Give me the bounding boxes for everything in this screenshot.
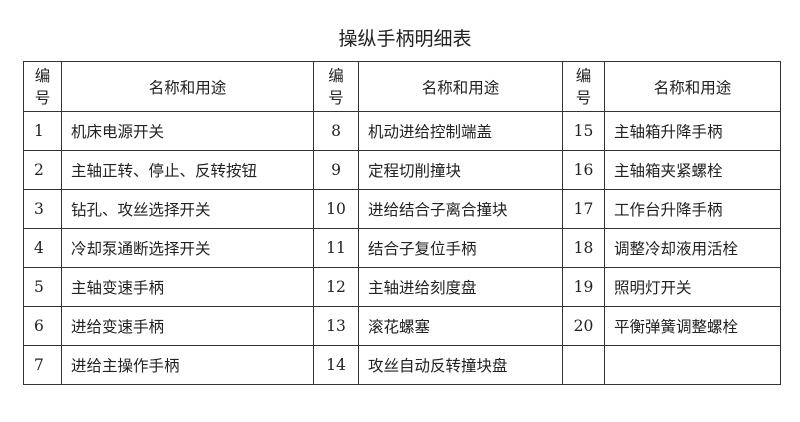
item-number: 5: [23, 267, 62, 307]
item-name: 机动进给控制端盖: [358, 111, 563, 151]
item-name: 结合子复位手柄: [358, 228, 563, 268]
page-title: 操纵手柄明细表: [338, 28, 472, 50]
item-name: 进给变速手柄: [61, 306, 314, 346]
table-header-row: 编号 名称和用途 编号 名称和用途 编号 名称和用途: [23, 61, 781, 112]
item-number: 17: [562, 189, 605, 229]
table-row: 7 进给主操作手柄 14 攻丝自动反转撞块盘: [23, 345, 781, 385]
item-number: 13: [313, 306, 359, 346]
item-name: 主轴箱夹紧螺栓: [604, 150, 781, 190]
item-name: 冷却泵通断选择开关: [61, 228, 314, 268]
header-name: 名称和用途: [61, 61, 314, 112]
item-number: [562, 345, 605, 385]
item-name: 主轴正转、停止、反转按钮: [61, 150, 314, 190]
item-name: 攻丝自动反转撞块盘: [358, 345, 563, 385]
item-name: 机床电源开关: [61, 111, 314, 151]
item-number: 8: [313, 111, 359, 151]
table-row: 2 主轴正转、停止、反转按钮 9 定程切削撞块 16 主轴箱夹紧螺栓: [23, 150, 781, 190]
item-name: 进给结合子离合撞块: [358, 189, 563, 229]
item-number: 4: [23, 228, 62, 268]
item-name: 主轴箱升降手柄: [604, 111, 781, 151]
item-number: 14: [313, 345, 359, 385]
table-row: 4 冷却泵通断选择开关 11 结合子复位手柄 18 调整冷却液用活栓: [23, 228, 781, 268]
item-number: 16: [562, 150, 605, 190]
item-number: 2: [23, 150, 62, 190]
header-no: 编号: [23, 61, 62, 112]
header-no: 编号: [313, 61, 359, 112]
item-name: 调整冷却液用活栓: [604, 228, 781, 268]
item-number: 18: [562, 228, 605, 268]
control-handle-table: 编号 名称和用途 编号 名称和用途 编号 名称和用途 1 机床电源开关 8 机动进给控…: [23, 61, 781, 385]
table-row: 1 机床电源开关 8 机动进给控制端盖 15 主轴箱升降手柄: [23, 111, 781, 151]
item-name: 平衡弹簧调整螺栓: [604, 306, 781, 346]
item-name: 定程切削撞块: [358, 150, 563, 190]
table-row: 3 钻孔、攻丝选择开关 10 进给结合子离合撞块 17 工作台升降手柄: [23, 189, 781, 229]
item-number: 3: [23, 189, 62, 229]
item-name: 进给主操作手柄: [61, 345, 314, 385]
item-number: 11: [313, 228, 359, 268]
item-number: 19: [562, 267, 605, 307]
item-name: 主轴变速手柄: [61, 267, 314, 307]
item-number: 6: [23, 306, 62, 346]
table-row: 5 主轴变速手柄 12 主轴进给刻度盘 19 照明灯开关: [23, 267, 781, 307]
item-number: 10: [313, 189, 359, 229]
item-name: 照明灯开关: [604, 267, 781, 307]
item-name: [604, 345, 781, 385]
item-number: 12: [313, 267, 359, 307]
header-name: 名称和用途: [604, 61, 781, 112]
item-number: 1: [23, 111, 62, 151]
header-name: 名称和用途: [358, 61, 563, 112]
item-name: 钻孔、攻丝选择开关: [61, 189, 314, 229]
header-no: 编号: [562, 61, 605, 112]
item-number: 20: [562, 306, 605, 346]
item-number: 9: [313, 150, 359, 190]
item-number: 15: [562, 111, 605, 151]
table-row: 6 进给变速手柄 13 滚花螺塞 20 平衡弹簧调整螺栓: [23, 306, 781, 346]
item-number: 7: [23, 345, 62, 385]
item-name: 主轴进给刻度盘: [358, 267, 563, 307]
item-name: 滚花螺塞: [358, 306, 563, 346]
item-name: 工作台升降手柄: [604, 189, 781, 229]
